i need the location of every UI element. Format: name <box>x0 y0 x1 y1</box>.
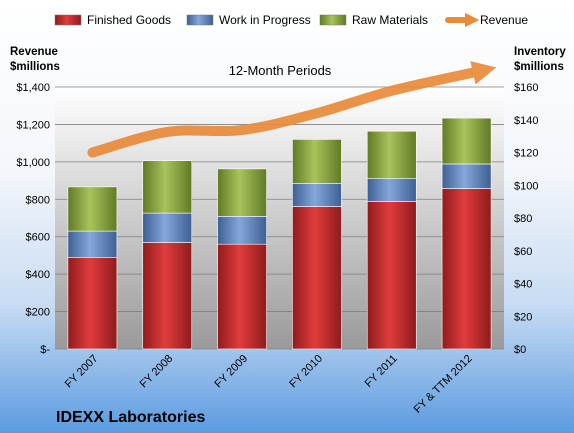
revenue-line <box>87 61 497 158</box>
x-tick-label: FY 2011 <box>363 353 400 390</box>
bar-segment-finished-goods <box>142 242 193 350</box>
legend-swatch <box>319 14 347 26</box>
legend-label: Raw Materials <box>352 13 428 27</box>
right-tick-label: $140 <box>514 115 538 127</box>
x-axis-ticks: FY 2007 FY 2008 FY 2009 FY 2010 FY 2011 FY & … <box>63 353 475 416</box>
plot-area <box>55 87 504 349</box>
right-tick-label: $0 <box>514 344 526 356</box>
left-tick-label: $1,400 <box>16 82 50 94</box>
legend-label: Revenue <box>480 13 528 27</box>
right-tick-label: $100 <box>514 180 538 192</box>
bar-segment-work-in-progress <box>67 230 118 258</box>
right-tick-label: $60 <box>514 246 532 258</box>
right-tick-label: $20 <box>514 311 532 323</box>
bar-segment-raw-materials <box>217 168 267 217</box>
company-title: IDEXX Laboratories <box>56 409 205 426</box>
legend-label: Work in Progress <box>219 13 311 27</box>
left-axis-ticks: $- $200 $400 $600 $800 $1,000 $1,200 $1,400 <box>16 82 50 356</box>
bar-segment-finished-goods <box>441 188 492 350</box>
legend: Finished Goods Work in Progress Raw Materi… <box>54 12 528 28</box>
legend-swatch <box>54 14 82 26</box>
left-axis-title-line1: Revenue <box>10 46 58 58</box>
x-tick-label: FY & TTM 2012 <box>412 353 475 416</box>
right-axis-title-line2: $millions <box>514 61 564 73</box>
bar-segment-finished-goods <box>67 256 118 350</box>
left-tick-label: $600 <box>26 232 50 244</box>
bar-segment-work-in-progress <box>441 163 492 189</box>
left-tick-label: $1,200 <box>16 119 50 131</box>
left-tick-label: $800 <box>26 194 50 206</box>
bar-segment-finished-goods <box>366 201 417 350</box>
legend-swatch <box>186 14 214 26</box>
x-tick-label: FY 2010 <box>287 353 325 391</box>
left-tick-label: $- <box>40 344 50 356</box>
bar-segment-work-in-progress <box>217 216 267 245</box>
x-tick-label: FY 2007 <box>63 353 101 391</box>
right-axis-title-line1: Inventory <box>514 46 566 58</box>
bars <box>67 117 492 350</box>
x-tick-label: FY 2008 <box>138 353 176 391</box>
right-tick-label: $160 <box>514 82 538 94</box>
bar-segment-finished-goods <box>217 243 267 350</box>
right-tick-label: $80 <box>514 213 532 225</box>
chart-subtitle: 12-Month Periods <box>229 63 332 78</box>
left-tick-label: $1,000 <box>16 157 50 169</box>
left-tick-label: $200 <box>26 307 50 319</box>
right-tick-label: $120 <box>514 148 538 160</box>
bar-segment-raw-materials <box>366 130 417 179</box>
bar-segment-raw-materials <box>142 160 193 214</box>
gridlines <box>55 86 504 350</box>
right-tick-label: $40 <box>514 279 532 291</box>
right-axis-ticks: $0 $20 $40 $60 $80 $100 $120 $140 $160 <box>514 82 538 356</box>
revenue-line-group <box>87 61 497 158</box>
bar-segment-raw-materials <box>67 186 118 232</box>
bar-segment-raw-materials <box>292 139 342 184</box>
bar-segment-work-in-progress <box>142 212 193 243</box>
left-tick-label: $400 <box>26 269 50 281</box>
bar-segment-finished-goods <box>292 206 342 350</box>
bar-segment-raw-materials <box>441 117 492 165</box>
x-tick-label: FY 2009 <box>212 353 250 391</box>
bar-segment-work-in-progress <box>292 183 342 207</box>
bar-segment-work-in-progress <box>366 178 417 202</box>
legend-label: Finished Goods <box>87 13 171 27</box>
left-axis-title-line2: $millions <box>10 61 60 73</box>
